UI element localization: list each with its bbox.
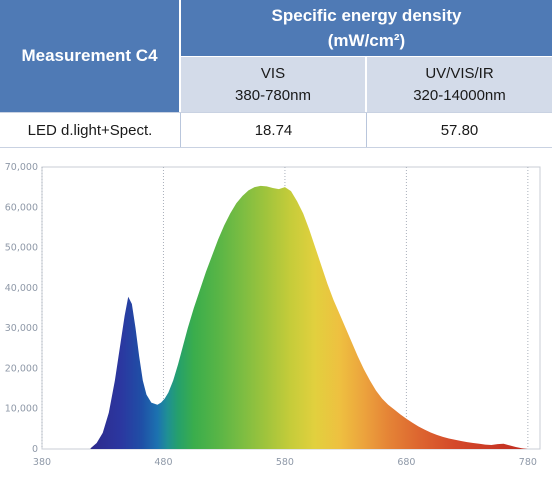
y-tick-label: 60,000 xyxy=(5,202,38,213)
vis-column-name: VIS xyxy=(260,64,286,82)
y-tick-label: 0 xyxy=(32,444,38,455)
energy-density-header-title: Specific energy density xyxy=(271,6,462,25)
uv-vis-ir-value: 57.80 xyxy=(367,113,552,148)
y-tick-label: 30,000 xyxy=(5,323,38,334)
spectrum-area xyxy=(90,185,528,449)
vis-value: 18.74 xyxy=(181,113,366,148)
energy-density-header: Specific energy density (mW/cm²) xyxy=(181,0,552,56)
vis-column-header: VIS 380-780nm xyxy=(181,57,366,112)
y-tick-label: 70,000 xyxy=(5,162,38,173)
x-tick-label: 480 xyxy=(154,457,172,468)
vis-column-range: 380-780nm xyxy=(235,86,311,104)
axis-layer: 0 10,000 20,000 30,000 40,000 50,000 60,000 70,… xyxy=(5,162,537,468)
table-divider xyxy=(366,113,367,148)
x-tick-label: 580 xyxy=(276,457,294,468)
area-layer xyxy=(90,185,528,449)
table-divider xyxy=(180,113,181,148)
row-label: LED d.light+Spect. xyxy=(0,113,180,148)
energy-density-table: Measurement C4 Specific energy density (… xyxy=(0,0,552,148)
y-tick-label: 10,000 xyxy=(5,404,38,415)
y-tick-label: 20,000 xyxy=(5,363,38,374)
vis-value-text: 18.74 xyxy=(254,122,293,139)
x-tick-label: 680 xyxy=(397,457,415,468)
uv-vis-ir-value-text: 57.80 xyxy=(440,122,479,139)
table-divider xyxy=(0,112,552,113)
row-label-text: LED d.light+Spect. xyxy=(27,122,153,139)
y-tick-label: 50,000 xyxy=(5,243,38,254)
spectrum-chart: 0 10,000 20,000 30,000 40,000 50,000 60,000 70,… xyxy=(5,162,541,468)
x-tick-label: 780 xyxy=(519,457,537,468)
uv-vis-ir-column-name: UV/VIS/IR xyxy=(425,64,494,82)
measurement-header-label: Measurement C4 xyxy=(21,46,158,65)
energy-density-header-unit: (mW/cm²) xyxy=(327,31,406,50)
y-tick-label: 40,000 xyxy=(5,283,38,294)
table-divider xyxy=(0,147,552,148)
uv-vis-ir-column-range: 320-14000nm xyxy=(413,86,506,104)
uv-vis-ir-column-header: UV/VIS/IR 320-14000nm xyxy=(367,57,552,112)
measurement-header: Measurement C4 xyxy=(0,0,180,112)
x-tick-label: 380 xyxy=(33,457,51,468)
